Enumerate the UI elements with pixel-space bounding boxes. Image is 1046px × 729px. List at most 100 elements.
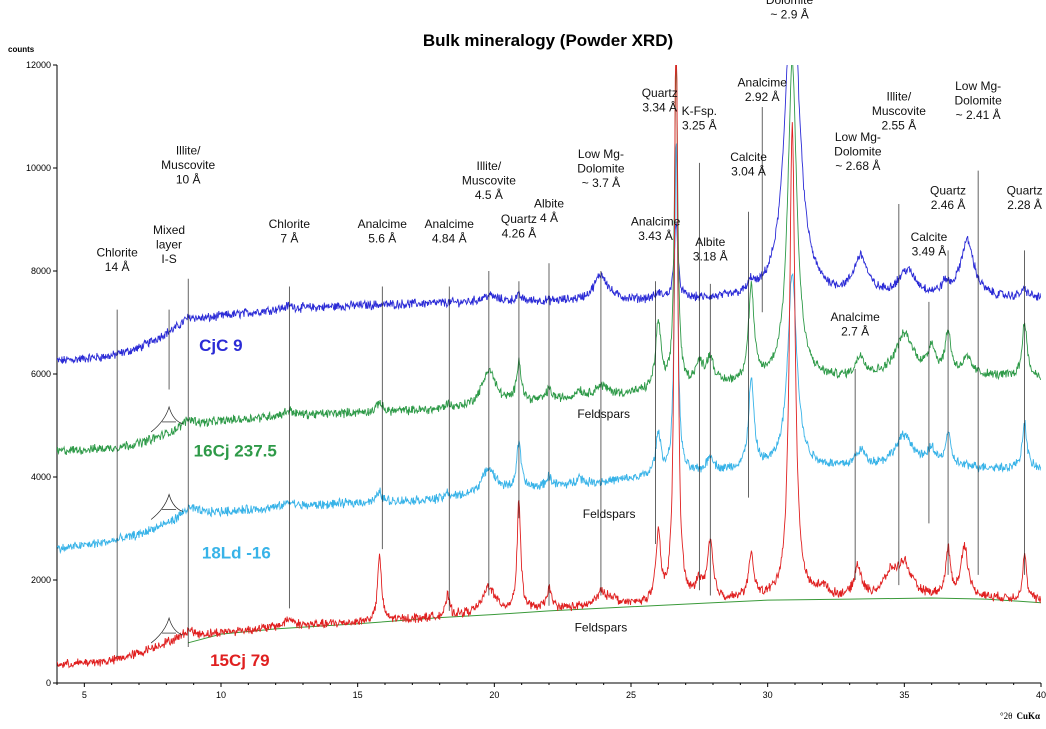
peak-annotation-text: Analcime	[358, 217, 408, 231]
series-label-layer: CjC 9 16Cj 237.5 18Ld -16 15Cj 79	[194, 336, 277, 670]
y-tick-label: 0	[46, 678, 51, 688]
peak-annotation-text: ~ 2.41 Å	[956, 107, 1001, 122]
peak-annotation-text: 3.18 Å	[693, 249, 728, 264]
peak-annotation-text: 3.43 Å	[638, 228, 673, 243]
peak-annotation-text: 4.26 Å	[502, 226, 537, 241]
x-tick-label: 40	[1036, 690, 1046, 700]
peak-annotation-text: Analcime	[830, 310, 880, 324]
y-tick-label: 6000	[31, 369, 51, 379]
peak-annotation-text: Illite/	[887, 89, 912, 103]
mixed-layer-marker-0	[150, 405, 184, 433]
peak-annotation-text: Muscovite	[462, 173, 516, 187]
y-tick-label: 10000	[26, 163, 51, 173]
peak-annotation-text: Illite/	[477, 159, 502, 173]
peak-annotation-text: Mixed	[153, 223, 185, 237]
peak-annotation-text: 3.49 Å	[912, 244, 947, 259]
peak-annotation-text: 5.6 Å	[368, 231, 396, 246]
peak-annotation-text: Quartz	[642, 86, 678, 100]
feldspar-label-1: Feldspars	[583, 507, 636, 521]
peak-annotation-text: Quartz	[501, 212, 537, 226]
peak-annotation-text: 2.28 Å	[1007, 197, 1042, 212]
y-tick-label: 2000	[31, 575, 51, 585]
peak-annotation-text: 2.7 Å	[841, 323, 869, 338]
x-tick-label: 15	[353, 690, 363, 700]
mixed-layer-marker-1	[150, 493, 184, 520]
peak-annotation-text: Dolomite	[766, 0, 814, 7]
x-tick-label: 20	[489, 690, 499, 700]
series-label-1: 16Cj 237.5	[194, 441, 277, 460]
peak-annotation-text: Muscovite	[161, 158, 215, 172]
peak-annotation-text: Low Mg-	[835, 130, 881, 144]
series-label-3: 15Cj 79	[210, 651, 270, 670]
peak-annotation-text: 4.5 Å	[475, 187, 503, 202]
x-tick-label: 25	[626, 690, 636, 700]
peak-annotation-text: 7 Å	[280, 231, 298, 246]
series-label-2: 18Ld -16	[202, 543, 271, 562]
peak-annotation-text: Low Mg-	[955, 79, 1001, 93]
y-tick-label: 8000	[31, 266, 51, 276]
peak-annotation-text: Analcime	[425, 217, 475, 231]
peak-annotation-text: 10 Å	[176, 171, 201, 186]
peak-annotation-text: Calcite	[911, 230, 948, 244]
peak-annotation-text: 2.46 Å	[931, 197, 966, 212]
series-label-0: CjC 9	[199, 336, 242, 355]
background-curve-layer	[188, 597, 1042, 644]
x-axis-label: °2θ CuKα	[1000, 711, 1040, 721]
background-curve	[188, 597, 1042, 644]
chart-title: Bulk mineralogy (Powder XRD)	[423, 31, 673, 50]
peak-annotation-16: Low Mg-Dolomite~ 2.9 Å	[766, 0, 814, 22]
peak-annotation-22: Low Mg-Dolomite~ 2.41 Å	[954, 79, 1002, 575]
mixed-layer-marker-2	[150, 616, 184, 644]
peak-annotation-text: ~ 2.68 Å	[835, 158, 880, 173]
y-axis-label: counts	[8, 45, 35, 54]
peak-annotation-text: I-S	[161, 252, 176, 266]
peak-annotation-text: Illite/	[176, 143, 201, 157]
peak-annotation-text: 3.04 Å	[731, 164, 766, 179]
peak-annotation-text: Quartz	[930, 184, 966, 198]
axes: 0 2000 4000 6000 8000 10000 12000 5 10 15 20 25 30 35…	[26, 60, 1046, 700]
peak-annotation-text: ~ 3.7 Å	[582, 175, 620, 190]
peak-annotation-text: Quartz	[1007, 184, 1043, 198]
peak-annotation-text: Dolomite	[834, 145, 882, 159]
x-axis-label-prefix: °2θ	[1000, 711, 1012, 721]
peak-annotation-text: Analcime	[631, 215, 681, 229]
peak-annotation-text: Analcime	[738, 76, 788, 90]
peak-annotation-text: 4 Å	[540, 210, 558, 225]
peak-annotation-text: Albite	[695, 235, 725, 249]
feldspar-label-0: Feldspars	[577, 407, 630, 421]
peak-annotation-text: 3.25 Å	[682, 117, 717, 132]
peak-annotation-text: Muscovite	[872, 104, 926, 118]
peak-annotation-text: K-Fsp.	[682, 104, 717, 118]
peak-annotation-text: 14 Å	[105, 259, 130, 274]
x-tick-label: 5	[82, 690, 87, 700]
y-tick-label: 12000	[26, 60, 51, 70]
peak-annotation-text: Albite	[534, 197, 564, 211]
x-axis-label-unit: CuKα	[1016, 711, 1040, 721]
peak-annotation-text: ~ 2.9 Å	[770, 7, 808, 22]
peak-annotation-text: Chlorite	[269, 217, 311, 231]
peak-annotation-12: K-Fsp.3.25 Å	[682, 104, 717, 591]
peak-annotation-text: Dolomite	[577, 162, 625, 176]
feldspar-label-2: Feldspars	[575, 621, 628, 635]
peak-annotation-text: layer	[156, 237, 182, 251]
peak-annotation-text: Chlorite	[96, 246, 138, 260]
peak-annotation-text: 4.84 Å	[432, 231, 467, 246]
peak-annotation-text: 3.34 Å	[642, 99, 677, 114]
